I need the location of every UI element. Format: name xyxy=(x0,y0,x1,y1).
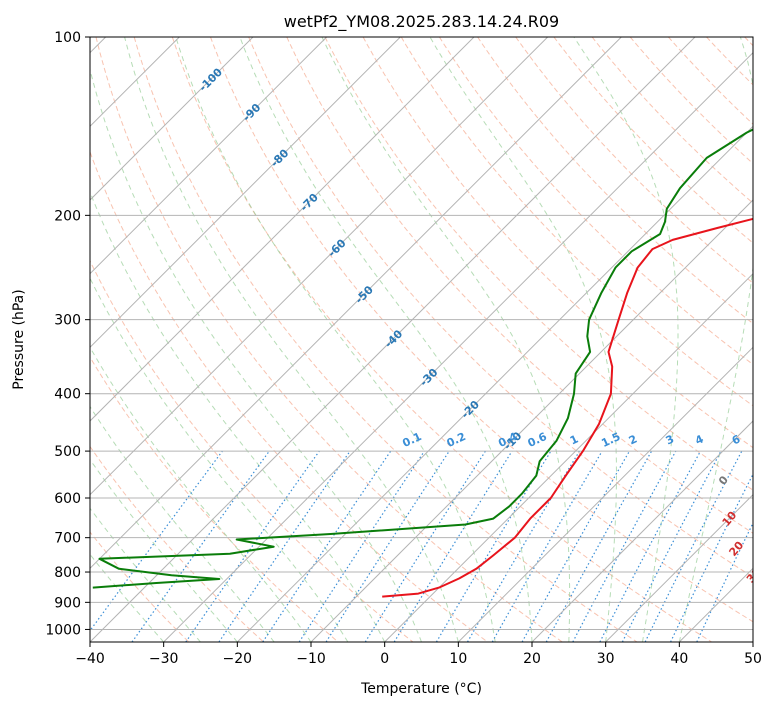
isotherm-line xyxy=(90,37,254,201)
moist-adiabat xyxy=(90,67,422,642)
isotherm-line xyxy=(384,272,753,642)
y-tick-label: 400 xyxy=(54,387,81,403)
y-tick-label: 100 xyxy=(54,30,81,46)
dry-adiabat xyxy=(95,37,563,642)
mixing-ratio-line xyxy=(670,472,753,642)
moist-adiabat-label-text: 40 xyxy=(761,592,775,612)
mixing-ratio-line xyxy=(644,450,743,642)
isotherm-line xyxy=(236,125,753,642)
dry-adiabat xyxy=(400,37,753,407)
isotherm-line xyxy=(310,199,753,642)
isotherm-line xyxy=(90,37,475,422)
isotherm-line xyxy=(90,37,401,349)
mixing-ratio-line xyxy=(218,450,351,642)
isotherm-line xyxy=(90,37,622,570)
dry-adiabat xyxy=(553,37,753,244)
x-tick-label: 50 xyxy=(744,651,762,667)
dry-adiabat xyxy=(324,37,753,491)
moist-adiabat-label: 30 xyxy=(744,565,764,585)
x-tick-label: −20 xyxy=(223,651,253,667)
x-tick-label: 40 xyxy=(670,651,688,667)
isotherm-line xyxy=(457,346,753,642)
moist-adiabat xyxy=(175,37,496,642)
isotherm-line xyxy=(531,420,753,642)
moist-adiabat-label-text: 30 xyxy=(744,565,764,585)
dewpoint-profile xyxy=(92,128,753,589)
moist-adiabat xyxy=(90,458,238,642)
dry-adiabat xyxy=(629,37,753,165)
x-tick-label: 0 xyxy=(380,651,389,667)
isotherm-line xyxy=(163,51,753,642)
x-tick-label: 10 xyxy=(449,651,467,667)
moist-adiabat xyxy=(124,37,459,642)
mixing-ratio-label: 8 xyxy=(752,432,764,447)
x-tick-label: −10 xyxy=(296,651,326,667)
dry-adiabat xyxy=(90,445,264,642)
moist-adiabat xyxy=(239,37,533,642)
mixing-ratio-label-text: 8 xyxy=(752,432,764,447)
y-tick-label: 300 xyxy=(54,313,81,329)
y-tick-label: 600 xyxy=(54,491,81,507)
y-tick-label: 500 xyxy=(54,444,81,460)
mixing-ratio-line xyxy=(298,450,425,642)
moist-adiabat xyxy=(90,507,201,642)
isotherm-line xyxy=(90,37,549,496)
y-tick-label: 200 xyxy=(54,208,81,224)
moist-adiabat-label: 40 xyxy=(761,592,775,612)
moist-adiabat xyxy=(321,37,571,642)
chart-title: wetPf2_YM08.2025.283.14.24.R09 xyxy=(284,12,559,32)
y-tick-label: 900 xyxy=(54,595,81,611)
x-tick-label: 20 xyxy=(523,651,541,667)
mixing-ratio-line xyxy=(90,450,223,632)
moist-adiabat xyxy=(90,190,386,642)
plot-frame xyxy=(89,36,754,643)
isotherm-line xyxy=(90,37,328,275)
x-tick-label: 30 xyxy=(597,651,615,667)
dry-adiabat xyxy=(438,37,753,366)
mixing-ratio-line xyxy=(393,450,513,642)
mixing-ratio-line xyxy=(131,450,270,642)
moist-adiabat xyxy=(90,277,349,642)
y-tick-label: 700 xyxy=(54,531,81,547)
dry-adiabat xyxy=(210,37,753,623)
mixing-ratio-line xyxy=(545,450,653,642)
mixing-ratio-line xyxy=(521,450,631,642)
isotherm-line xyxy=(90,37,696,642)
y-tick-label: 1000 xyxy=(45,622,81,638)
isotherm-line xyxy=(605,493,753,642)
dry-adiabat xyxy=(248,37,753,578)
isotherm-line xyxy=(752,641,753,642)
temperature-profile xyxy=(382,217,753,598)
x-tick-label: −40 xyxy=(75,651,105,667)
x-axis-label: Temperature (°C) xyxy=(360,681,482,697)
plot-area xyxy=(90,37,753,642)
dry-adiabat xyxy=(133,37,638,642)
moist-adiabat xyxy=(573,37,679,642)
dry-adiabat xyxy=(171,37,712,642)
mixing-ratio-line xyxy=(262,450,392,642)
dry-adiabat xyxy=(286,37,753,534)
mixing-ratio-line xyxy=(325,450,450,642)
mixing-ratio-line xyxy=(185,450,320,642)
y-axis-label: Pressure (hPa) xyxy=(11,289,27,389)
y-tick-label: 800 xyxy=(54,565,81,581)
moist-adiabat xyxy=(429,37,617,642)
dry-adiabat xyxy=(515,37,753,284)
x-tick-label: −30 xyxy=(149,651,179,667)
moist-adiabat xyxy=(90,553,165,642)
dry-adiabat xyxy=(90,259,414,642)
mixing-ratio-line xyxy=(572,450,677,642)
